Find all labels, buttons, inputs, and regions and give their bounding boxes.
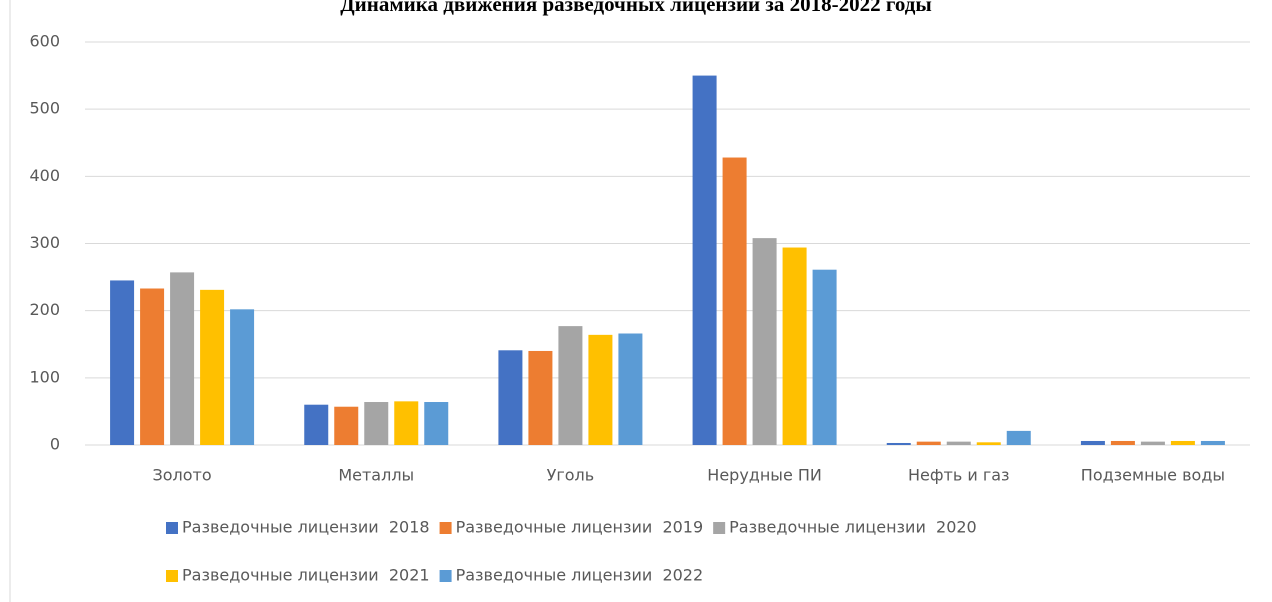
bar: [170, 272, 195, 445]
bar: [692, 75, 717, 445]
legend-label: Разведочные лицензии 2021: [182, 566, 430, 585]
bar: [1006, 430, 1031, 445]
bar: [1170, 440, 1195, 445]
bar: [886, 442, 911, 445]
chart-title: Динамика движения разведочных лицензий з…: [340, 0, 932, 16]
bar: [230, 309, 255, 445]
legend-swatch: [439, 570, 452, 582]
x-tick-label: Золото: [152, 466, 211, 485]
bar: [588, 334, 613, 445]
y-tick-label: 600: [29, 32, 60, 51]
bar: [364, 402, 389, 445]
bar: [976, 442, 1001, 445]
y-tick-label: 300: [29, 233, 60, 252]
legend-label: Разведочные лицензии 2018: [182, 518, 430, 537]
bar: [1110, 440, 1135, 445]
chart-border: [9, 0, 11, 602]
x-tick-label: Уголь: [547, 466, 595, 485]
bar: [200, 289, 225, 445]
legend-label: Разведочные лицензии 2019: [456, 518, 704, 537]
bar: [618, 333, 643, 445]
bar: [1080, 440, 1105, 445]
legend-swatch: [439, 522, 452, 534]
y-tick-label: 200: [29, 300, 60, 319]
bar: [528, 350, 553, 445]
bar: [946, 441, 971, 445]
bar: [140, 288, 165, 445]
bar: [110, 280, 135, 445]
bar: [498, 350, 523, 445]
x-tick-label: Нерудные ПИ: [707, 466, 822, 485]
bar: [424, 402, 449, 445]
bar: [752, 238, 777, 445]
x-tick-label: Нефть и газ: [908, 466, 1010, 485]
legend-label: Разведочные лицензии 2020: [729, 518, 977, 537]
legend-swatch: [166, 522, 178, 534]
y-tick-label: 100: [29, 367, 60, 386]
bar: [1140, 441, 1165, 445]
legend-label: Разведочные лицензии 2022: [456, 566, 704, 585]
bar: [782, 247, 807, 445]
x-tick-label: Металлы: [338, 466, 414, 485]
bar: [394, 401, 419, 445]
x-tick-label: Подземные воды: [1081, 466, 1225, 485]
bar: [916, 441, 941, 445]
bar: [722, 157, 747, 445]
legend-swatch: [166, 570, 178, 582]
y-tick-label: 500: [29, 99, 60, 118]
bar: [812, 269, 837, 445]
bar: [304, 404, 329, 445]
y-tick-label: 0: [50, 435, 60, 454]
bar: [1200, 440, 1225, 445]
bar: [334, 406, 359, 445]
legend-swatch: [713, 522, 726, 534]
bar: [558, 326, 583, 445]
y-tick-label: 400: [29, 166, 60, 185]
